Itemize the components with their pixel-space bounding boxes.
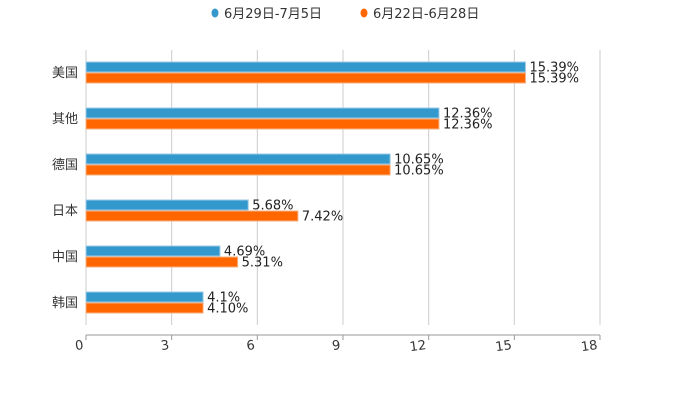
x-tick-label: 18: [580, 338, 598, 355]
category-label: 韩国: [52, 296, 78, 311]
x-tick-label: 9: [331, 338, 341, 354]
bar-previous-week: [85, 118, 440, 130]
x-tick-label: 6: [246, 338, 256, 354]
category-label: 日本: [52, 204, 78, 219]
legend-label: 6月22日-6月28日: [373, 7, 479, 22]
bar-current-week: [85, 245, 221, 257]
data-label: 15.39%: [529, 72, 579, 87]
x-tick-label: 12: [409, 338, 427, 355]
data-label: 7.42%: [302, 210, 343, 225]
bar-current-week: [85, 199, 249, 211]
data-label: 5.31%: [242, 256, 283, 271]
category-label: 美国: [52, 66, 78, 81]
x-tick-label: 0: [74, 338, 84, 354]
data-label: 4.1%: [207, 291, 240, 306]
bar-current-week: [85, 291, 204, 303]
category-label: 其他: [52, 112, 78, 127]
bar-current-week: [85, 61, 526, 73]
bar-previous-week: [85, 302, 204, 314]
data-label: 10.65%: [394, 164, 444, 179]
x-tick-label: 15: [494, 338, 512, 355]
bar-current-week: [85, 107, 440, 119]
data-label: 4.69%: [224, 245, 265, 260]
category-label: 德国: [52, 158, 78, 173]
data-label: 12.36%: [443, 107, 493, 122]
bar-previous-week: [85, 164, 391, 176]
legend-marker: [211, 8, 219, 18]
bar-current-week: [85, 153, 391, 165]
legend-marker: [360, 8, 368, 18]
legend-label: 6月29日-7月5日: [224, 7, 322, 22]
data-label: 4.10%: [207, 302, 248, 317]
data-label: 15.39%: [529, 61, 579, 76]
bar-previous-week: [85, 256, 239, 268]
data-label: 10.65%: [394, 153, 444, 168]
x-tick-label: 3: [160, 338, 170, 354]
data-label: 12.36%: [443, 118, 493, 133]
data-label: 5.68%: [252, 199, 293, 214]
bar-previous-week: [85, 210, 299, 222]
category-label: 中国: [52, 250, 78, 265]
bar-previous-week: [85, 72, 526, 84]
